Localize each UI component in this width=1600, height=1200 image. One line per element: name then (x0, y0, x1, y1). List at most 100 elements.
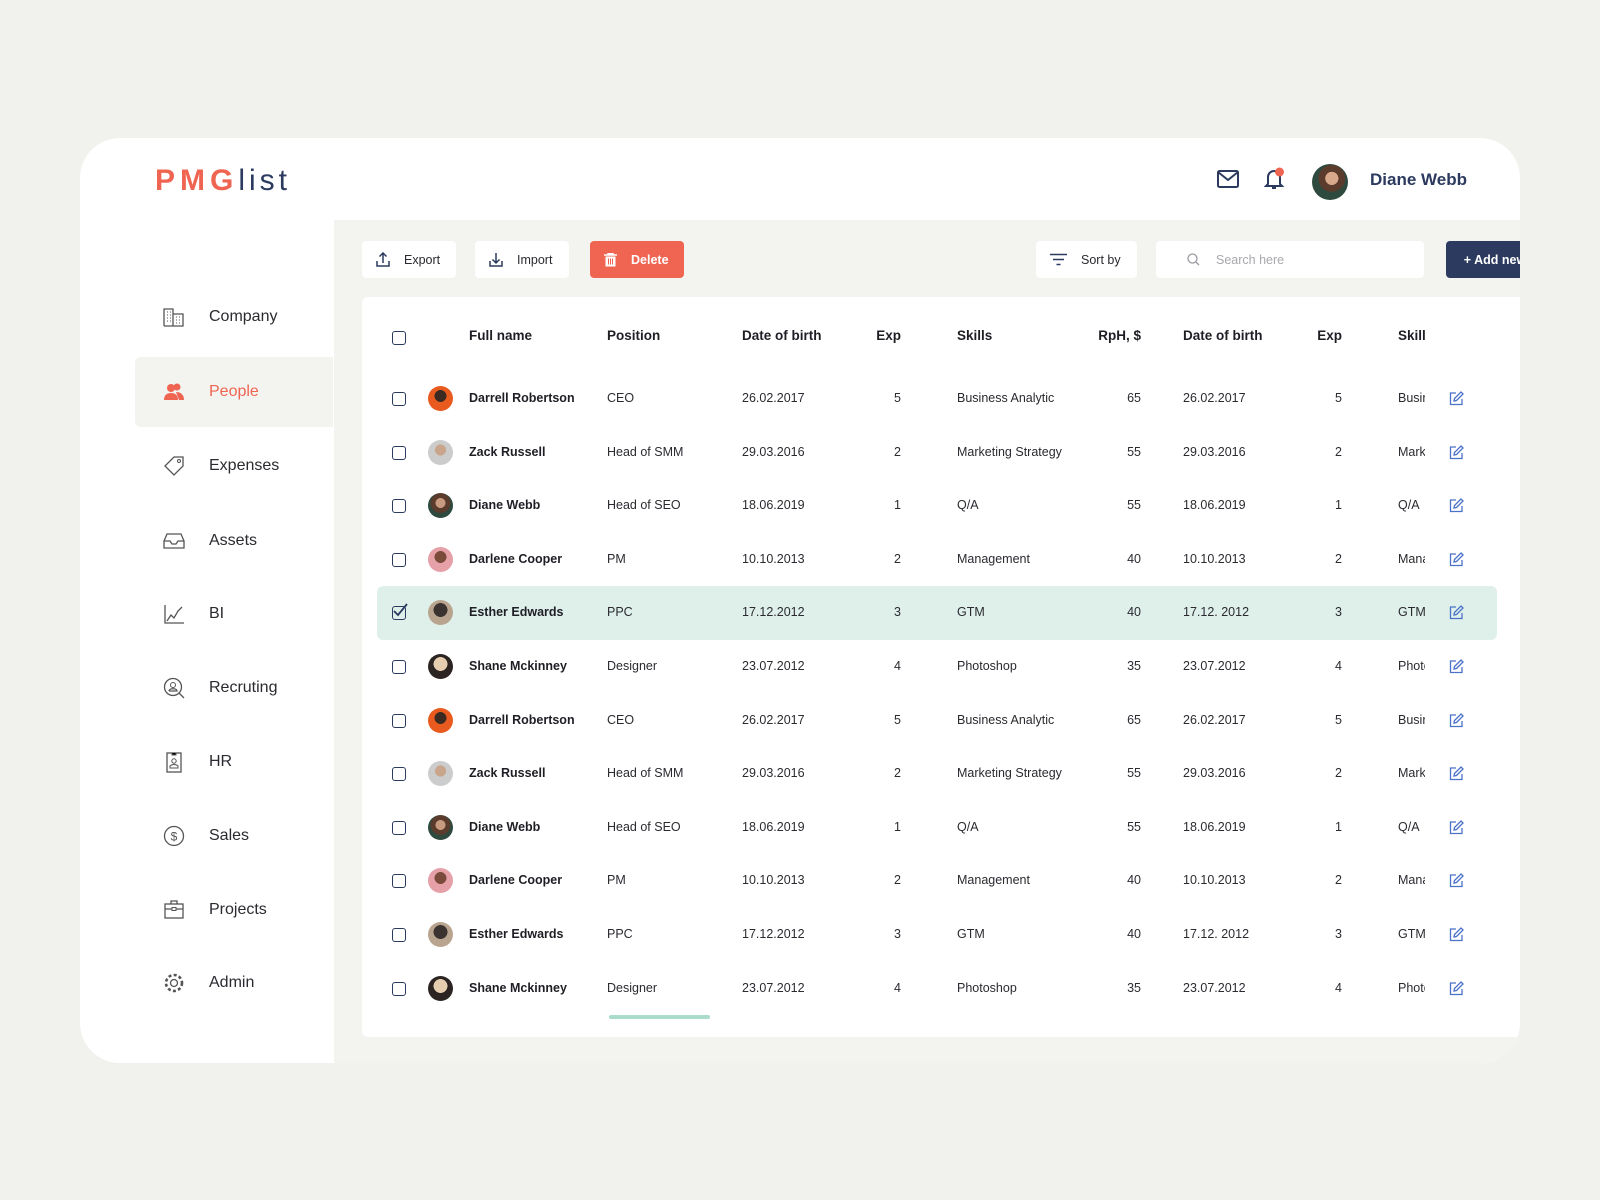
horizontal-scrollbar[interactable] (609, 1015, 710, 1019)
row-checkbox[interactable] (392, 552, 406, 567)
briefcase-icon (164, 900, 184, 919)
cell-skills-2: Photoshop (1398, 659, 1425, 673)
edit-icon[interactable] (1449, 551, 1464, 567)
cell-skills-2: GTM (1398, 927, 1425, 941)
logo-bold: PMG (155, 164, 239, 197)
cell-exp: 5 (894, 391, 901, 405)
table-row[interactable]: Diane Webb Head of SEO 18.06.2019 1 Q/A … (362, 801, 1520, 855)
svg-text:$: $ (171, 830, 178, 844)
table-row[interactable]: Darrell Robertson CEO 26.02.2017 5 Busin… (362, 694, 1520, 748)
select-all-checkbox[interactable] (392, 331, 406, 345)
add-new-label: + Add new (1463, 252, 1520, 267)
table-row[interactable]: Darlene Cooper PM 10.10.2013 2 Managemen… (362, 854, 1520, 908)
cell-skills: Management (957, 873, 1030, 888)
sidebar-item-recruting[interactable]: Recruting (135, 653, 333, 723)
sidebar-item-bi[interactable]: BI (135, 579, 333, 649)
sidebar-item-admin[interactable]: Admin (135, 948, 333, 1018)
row-checkbox[interactable] (392, 981, 406, 996)
column-header-skills[interactable]: Skills (957, 328, 993, 343)
table-row[interactable]: Shane Mckinney Designer 23.07.2012 4 Pho… (362, 962, 1520, 1016)
add-new-button[interactable]: + Add new (1446, 241, 1520, 278)
column-header-rph[interactable]: RpH, $ (1098, 328, 1141, 343)
table-row[interactable]: Esther Edwards PPC 17.12.2012 3 GTM 40 1… (362, 586, 1520, 641)
edit-icon[interactable] (1449, 659, 1464, 674)
table-row[interactable]: Darrell Robertson CEO 26.02.2017 5 Busin… (362, 372, 1520, 426)
sidebar-item-hr[interactable]: HR (135, 727, 333, 797)
cell-skills-2: Management (1398, 873, 1425, 888)
cell-rph: 35 (1127, 980, 1141, 995)
edit-icon[interactable] (1449, 391, 1464, 406)
edit-icon[interactable] (1449, 498, 1464, 513)
table-row[interactable]: Shane Mckinney Designer 23.07.2012 4 Pho… (362, 640, 1520, 694)
table-row[interactable]: Darlene Cooper PM 10.10.2013 2 Managemen… (362, 533, 1520, 587)
people-table: Full name Position Date of birth Exp Ski… (362, 297, 1520, 1037)
column-header-date-of-birth[interactable]: Date of birth (742, 328, 822, 343)
edit-icon[interactable] (1449, 819, 1464, 835)
column-header-position[interactable]: Position (607, 328, 661, 343)
cell-date-of-birth: 29.03.2016 (742, 766, 805, 781)
sidebar-item-company[interactable]: Company (135, 282, 333, 352)
row-checkbox[interactable] (392, 767, 406, 782)
cell-position: Head of SEO (607, 498, 681, 513)
row-checkbox[interactable] (392, 713, 406, 728)
sidebar-item-expenses[interactable]: Expenses (135, 431, 333, 501)
column-header-date-of-birth-2[interactable]: Date of birth (1183, 328, 1263, 343)
cell-exp: 5 (894, 712, 901, 727)
row-checkbox[interactable] (392, 874, 406, 889)
avatar (428, 386, 453, 411)
download-icon (489, 253, 503, 267)
cell-skills: Business Analytic (957, 391, 1055, 405)
search-input[interactable]: Search here (1156, 241, 1424, 278)
sidebar-item-projects[interactable]: Projects (135, 875, 333, 945)
sidebar-item-sales[interactable]: $ Sales (135, 801, 333, 871)
table-row[interactable]: Zack Russell Head of SMM 29.03.2016 2 Ma… (362, 426, 1520, 480)
avatar (428, 707, 453, 733)
column-header-full-name[interactable]: Full name (469, 328, 533, 343)
cell-skills: Marketing Strategy (957, 444, 1062, 459)
cell-skills: Marketing Strategy (957, 766, 1062, 781)
bell-icon[interactable] (1264, 167, 1286, 191)
sidebar-item-people[interactable]: People (135, 357, 333, 427)
table-row[interactable]: Diane Webb Head of SEO 18.06.2019 1 Q/A … (362, 479, 1520, 533)
column-header-exp[interactable]: Exp (876, 328, 901, 343)
edit-icon[interactable] (1449, 766, 1464, 781)
edit-icon[interactable] (1449, 444, 1464, 460)
cell-exp-2: 1 (1335, 498, 1342, 513)
edit-icon[interactable] (1449, 980, 1464, 996)
sidebar-item-assets[interactable]: Assets (135, 506, 333, 576)
row-checkbox[interactable] (392, 928, 406, 942)
edit-icon[interactable] (1449, 873, 1464, 888)
row-checkbox[interactable] (392, 445, 406, 460)
row-checkbox[interactable] (392, 660, 406, 674)
cell-exp-2: 2 (1335, 551, 1342, 566)
cell-full-name: Darlene Cooper (469, 551, 563, 566)
cell-date-of-birth-2: 26.02.2017 (1183, 391, 1246, 405)
row-checkbox[interactable] (392, 499, 406, 514)
column-header-skills-2[interactable]: Skill (1398, 328, 1425, 343)
cell-date-of-birth: 17.12.2012 (742, 927, 805, 941)
mail-icon[interactable] (1217, 170, 1239, 188)
user-name[interactable]: Diane Webb (1370, 170, 1467, 189)
search-placeholder: Search here (1216, 252, 1285, 267)
cell-skills-2: Business Analytic (1398, 712, 1425, 727)
avatar (428, 439, 453, 465)
edit-icon[interactable] (1449, 712, 1464, 728)
cell-full-name: Darrell Robertson (469, 391, 575, 405)
sort-button[interactable]: Sort by (1036, 241, 1137, 278)
edit-icon[interactable] (1449, 605, 1464, 620)
row-checkbox[interactable] (392, 820, 406, 835)
row-checkbox[interactable] (392, 603, 408, 621)
delete-button[interactable]: Delete (590, 241, 684, 278)
import-label: Import (517, 252, 553, 267)
export-button[interactable]: Export (362, 241, 456, 278)
cell-skills-2: Marketing Strategy (1398, 444, 1425, 459)
row-checkbox[interactable] (392, 392, 406, 406)
logo-light: list (238, 164, 292, 197)
table-row[interactable]: Esther Edwards PPC 17.12.2012 3 GTM 40 1… (362, 908, 1520, 962)
column-header-exp-2[interactable]: Exp (1317, 328, 1342, 343)
table-row[interactable]: Zack Russell Head of SMM 29.03.2016 2 Ma… (362, 747, 1520, 801)
import-button[interactable]: Import (475, 241, 569, 278)
cell-exp: 3 (894, 605, 901, 620)
edit-icon[interactable] (1449, 927, 1464, 942)
user-avatar[interactable] (1312, 164, 1348, 200)
